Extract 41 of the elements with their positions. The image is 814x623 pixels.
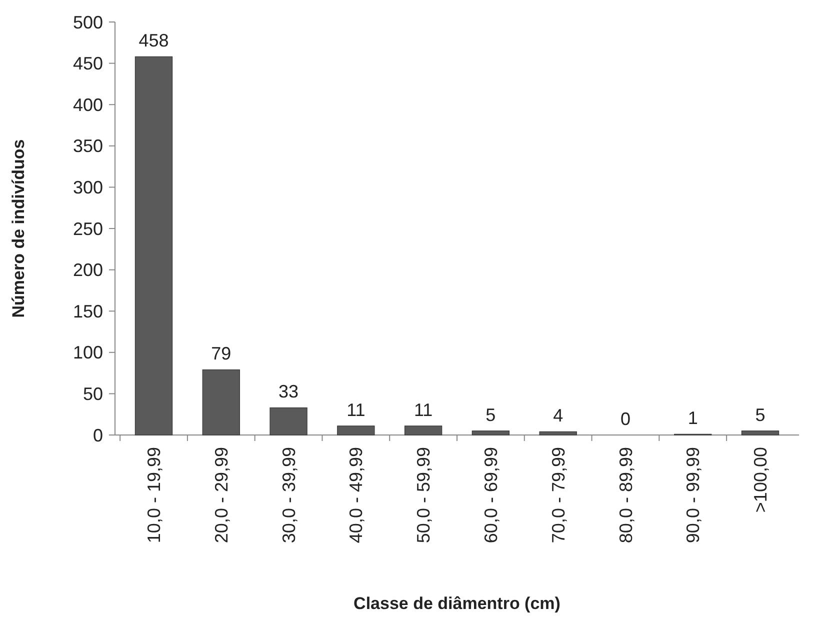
x-tick-label: 90,0 - 99,99 [683,447,704,544]
x-tick-label: 20,0 - 29,99 [211,447,232,544]
x-tick-label: 70,0 - 79,99 [548,447,568,544]
y-tick-label: 200 [72,260,103,280]
bar [404,426,442,436]
y-tick-label: 50 [82,384,103,404]
x-tick-label: 40,0 - 49,99 [346,447,366,544]
x-tick-label: 10,0 - 19,99 [144,447,164,544]
y-tick-label: 150 [72,301,103,322]
bar [337,426,375,436]
y-tick-label: 450 [72,54,103,74]
data-label: 11 [346,400,366,420]
y-tick-label: 500 [72,12,103,32]
x-tick-label: 30,0 - 39,99 [278,447,299,544]
data-label: 11 [414,400,433,420]
bar [741,430,780,436]
bar [270,407,308,436]
y-tick-label: 350 [72,136,103,156]
bar [202,369,240,436]
data-label: 79 [211,344,232,364]
x-tick-label: 80,0 - 89,99 [616,447,636,544]
data-label: 4 [553,406,564,426]
data-label: 458 [138,30,169,51]
y-tick-label: 100 [72,342,103,363]
y-tick-label: 250 [72,218,103,239]
bar [472,430,510,436]
data-label: 33 [278,382,299,402]
y-tick-label: 400 [72,94,103,115]
x-tick-label: >100,00 [750,447,771,513]
y-tick-label: 0 [92,425,103,446]
data-label: 0 [620,409,630,429]
data-label: 1 [688,408,698,428]
x-tick-label: 60,0 - 69,99 [480,447,501,544]
y-tick-label: 300 [72,178,103,198]
bar [539,431,577,436]
x-tick-label: 50,0 - 59,99 [414,447,434,544]
data-label: 5 [486,404,496,425]
bar [134,56,173,436]
y-axis-title: Número de indivíduos [9,139,28,318]
x-axis-title: Classe de diâmentro (cm) [354,594,560,613]
data-label: 5 [755,404,766,425]
